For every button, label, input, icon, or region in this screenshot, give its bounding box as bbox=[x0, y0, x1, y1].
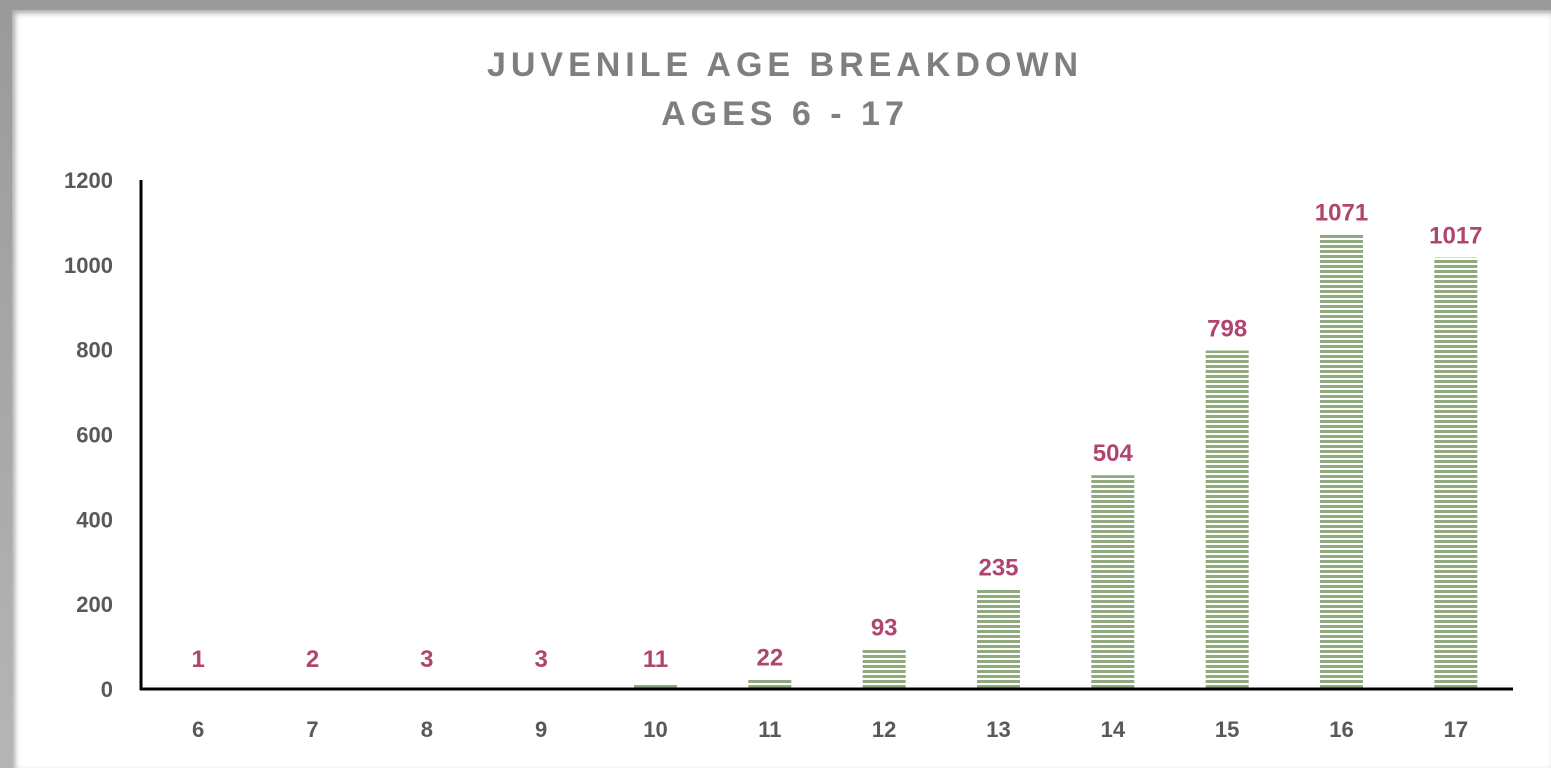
chart-title: JUVENILE AGE BREAKDOWN bbox=[487, 46, 1083, 84]
x-tick-6: 6 bbox=[192, 717, 204, 742]
data-label-11: 22 bbox=[756, 645, 783, 672]
x-tick-15: 15 bbox=[1215, 717, 1239, 742]
y-tick-200: 200 bbox=[76, 592, 113, 617]
x-tick-11: 11 bbox=[758, 717, 781, 742]
x-tick-14: 14 bbox=[1101, 717, 1126, 742]
data-label-15: 798 bbox=[1207, 316, 1247, 343]
data-label-12: 93 bbox=[871, 615, 898, 642]
x-tick-7: 7 bbox=[306, 717, 318, 742]
x-tick-8: 8 bbox=[421, 717, 433, 742]
bar-16 bbox=[1320, 234, 1363, 689]
bar-13 bbox=[977, 589, 1020, 689]
data-label-8: 3 bbox=[420, 646, 433, 673]
x-tick-9: 9 bbox=[535, 717, 547, 742]
bar-12 bbox=[862, 649, 906, 689]
data-label-7: 2 bbox=[306, 646, 319, 673]
x-tick-12: 12 bbox=[872, 717, 896, 742]
data-label-17: 1017 bbox=[1429, 223, 1482, 250]
data-label-10: 11 bbox=[643, 646, 668, 673]
y-tick-1000: 1000 bbox=[64, 253, 113, 278]
y-tick-1200: 1200 bbox=[64, 168, 113, 193]
data-label-6: 1 bbox=[191, 646, 204, 673]
y-axis-ticks: 0 200 400 600 800 1000 1200 bbox=[64, 168, 113, 702]
data-labels-layer: 1 2 3 3 11 22 93 235 504 798 1071 1017 bbox=[191, 200, 1482, 673]
x-tick-16: 16 bbox=[1329, 717, 1353, 742]
data-label-16: 1071 bbox=[1315, 200, 1368, 227]
x-tick-17: 17 bbox=[1444, 717, 1468, 742]
bar-15 bbox=[1205, 350, 1249, 689]
data-label-9: 3 bbox=[534, 646, 547, 673]
bar-11 bbox=[748, 679, 792, 689]
y-tick-400: 400 bbox=[76, 507, 113, 532]
x-tick-10: 10 bbox=[643, 717, 667, 742]
bars-layer bbox=[176, 234, 1478, 689]
y-tick-0: 0 bbox=[101, 677, 113, 702]
x-axis-ticks: 6 7 8 9 10 11 12 13 14 15 16 17 bbox=[192, 717, 1468, 742]
bar-17 bbox=[1434, 257, 1478, 689]
data-label-13: 235 bbox=[978, 554, 1018, 581]
y-tick-800: 800 bbox=[76, 338, 113, 363]
y-tick-600: 600 bbox=[76, 423, 113, 448]
chart-subtitle: AGES 6 - 17 bbox=[661, 95, 909, 133]
bar-14 bbox=[1091, 475, 1135, 689]
data-label-14: 504 bbox=[1093, 440, 1134, 467]
chart-panel bbox=[12, 10, 1551, 768]
bar-10 bbox=[634, 684, 677, 689]
x-tick-13: 13 bbox=[986, 717, 1010, 742]
